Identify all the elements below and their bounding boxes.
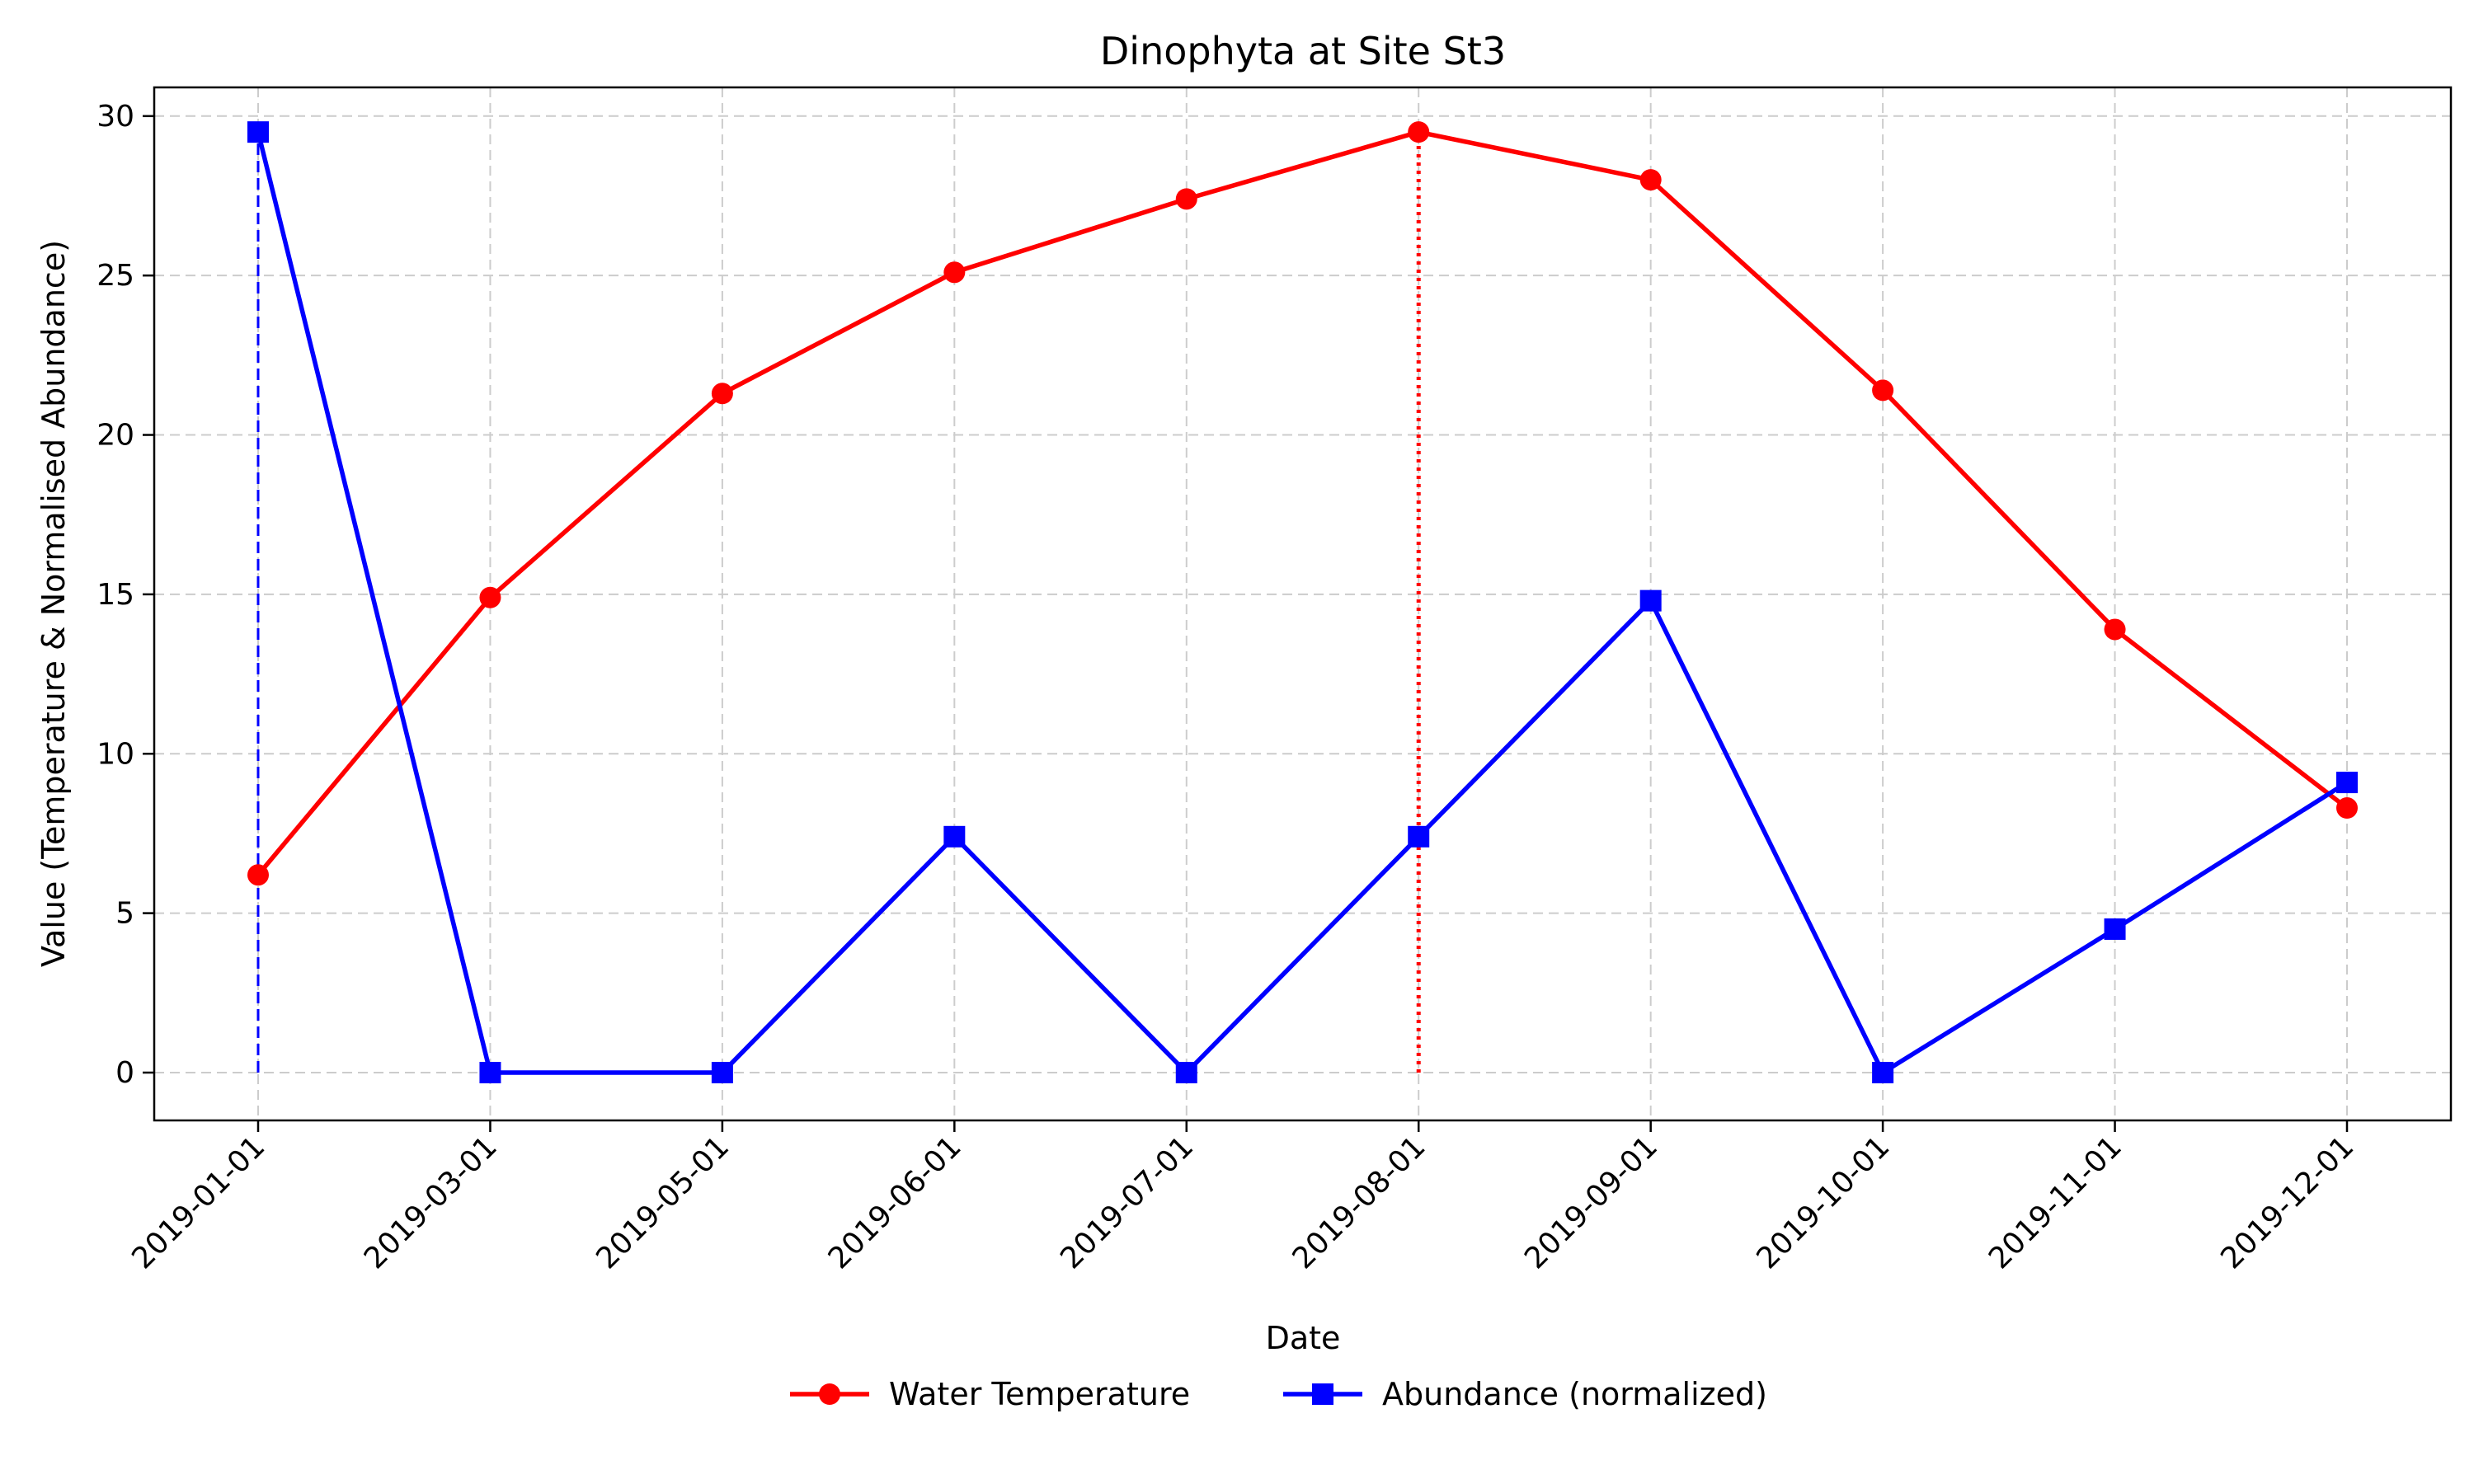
data-point xyxy=(711,1061,733,1083)
y-tick-label: 25 xyxy=(96,259,134,293)
data-point xyxy=(1408,121,1430,143)
data-point xyxy=(2336,772,2358,794)
legend-label: Water Temperature xyxy=(889,1376,1190,1412)
y-tick-label: 30 xyxy=(96,100,134,134)
plot-frame xyxy=(153,86,2453,1122)
data-point xyxy=(1175,1061,1197,1083)
data-point xyxy=(247,121,269,143)
data-point xyxy=(1408,825,1430,848)
series-line-2 xyxy=(256,131,2349,1075)
data-point xyxy=(1639,169,1662,191)
y-axis-title: Value (Temperature & Normalised Abundanc… xyxy=(35,240,72,967)
legend-label: Abundance (normalized) xyxy=(1382,1376,1767,1412)
y-tick-label: 20 xyxy=(96,419,134,453)
data-point xyxy=(2104,618,2126,641)
y-tick-label: 15 xyxy=(96,578,134,612)
x-axis: 2019-01-01 2019-03-01 2019-05-01 2019-06-01… xyxy=(125,1120,2360,1275)
data-point xyxy=(1872,1061,1894,1083)
data-point xyxy=(943,825,966,848)
series-group xyxy=(247,121,2358,1083)
y-axis: 0 5 10 15 20 25 30 xyxy=(96,100,154,1090)
x-tick-label: 2019-08-01 xyxy=(1286,1129,1432,1275)
legend: Water Temperature Abundance (normalized) xyxy=(790,1376,1767,1412)
y-tick-label: 0 xyxy=(115,1056,134,1090)
x-axis-title: Date xyxy=(1266,1320,1341,1356)
x-tick-label: 2019-07-01 xyxy=(1054,1129,1200,1275)
x-tick-label: 2019-05-01 xyxy=(590,1129,736,1275)
data-point xyxy=(1175,188,1197,210)
annotations xyxy=(256,132,1421,1073)
data-point xyxy=(479,1061,501,1083)
data-point xyxy=(1639,589,1662,612)
x-tick-label: 2019-11-01 xyxy=(1982,1129,2128,1275)
y-tick-label: 10 xyxy=(96,737,134,771)
legend-marker xyxy=(1312,1383,1333,1405)
data-point xyxy=(711,383,733,405)
x-tick-label: 2019-06-01 xyxy=(822,1129,968,1275)
x-tick-label: 2019-10-01 xyxy=(1751,1129,1897,1275)
data-point xyxy=(1872,379,1894,402)
x-tick-label: 2019-01-01 xyxy=(125,1129,271,1275)
grid xyxy=(154,87,2451,1120)
x-tick-label: 2019-09-01 xyxy=(1518,1129,1664,1275)
chart-title: Dinophyta at Site St3 xyxy=(1100,29,1506,73)
data-point xyxy=(2104,918,2126,940)
legend-marker xyxy=(819,1383,840,1405)
data-point xyxy=(2336,797,2358,819)
y-tick-label: 5 xyxy=(115,897,134,931)
x-tick-label: 2019-12-01 xyxy=(2214,1129,2360,1275)
data-point xyxy=(479,586,501,608)
data-point xyxy=(247,864,269,886)
x-tick-label: 2019-03-01 xyxy=(358,1129,504,1275)
data-point xyxy=(943,261,966,284)
series-line-1 xyxy=(256,129,2349,876)
